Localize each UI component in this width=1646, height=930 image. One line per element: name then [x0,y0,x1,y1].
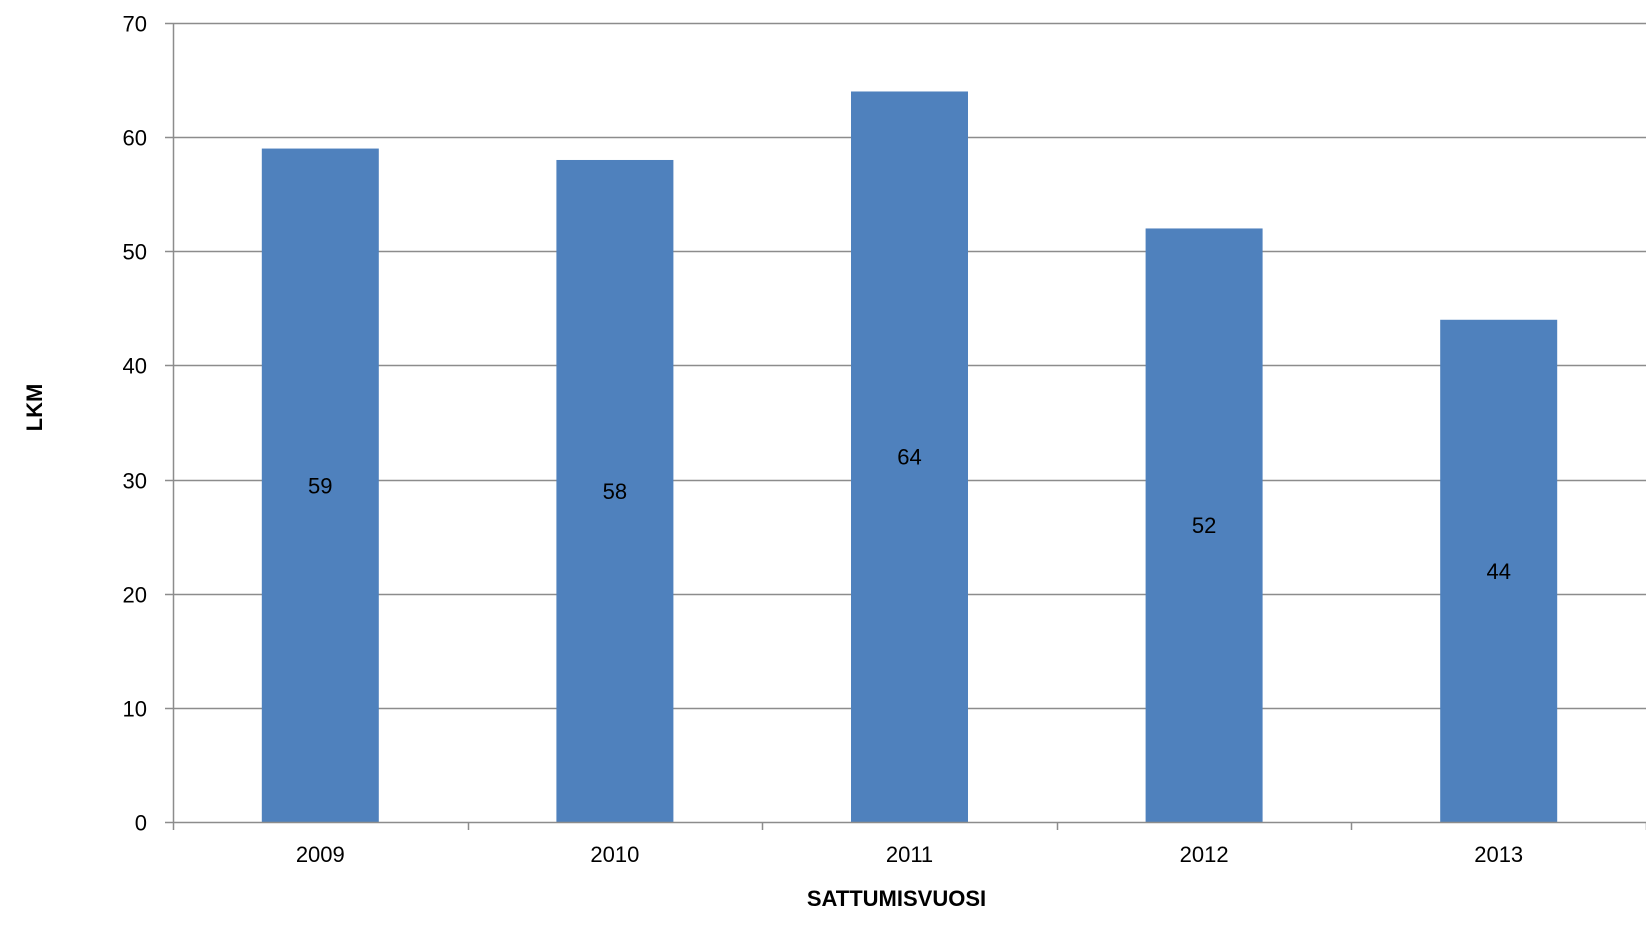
bar-2012 [1145,228,1263,822]
data-label-2013: 44 [1486,559,1510,584]
data-label-2012: 52 [1192,513,1216,538]
y-tick-label: 20 [123,583,147,608]
y-tick-label: 10 [123,697,147,722]
bars [261,91,1558,823]
y-tick-label: 60 [123,126,147,151]
y-tick-label: 70 [123,12,147,37]
y-tick-label: 30 [123,469,147,494]
y-tick-label: 0 [135,811,147,836]
x-tick-label: 2012 [1180,842,1229,867]
x-axis-title: SATTUMISVUOSI [807,886,986,911]
data-label-2011: 64 [897,445,921,470]
y-tick-label: 50 [123,240,147,265]
bar-2009 [261,148,379,823]
labels: 0 10 20 30 40 50 60 70 59 2009 58 2010 64 2011 52 2012 4… [123,12,1524,868]
axes [165,22,1646,830]
x-tick-label: 2010 [590,842,639,867]
data-label-2010: 58 [603,479,627,504]
y-axis-title: LKM [22,384,47,432]
x-tick-label: 2011 [886,842,933,867]
bar-2013 [1440,319,1558,822]
x-tick-label: 2013 [1474,842,1523,867]
bar-2010 [556,159,674,822]
data-label-2009: 59 [308,473,332,498]
y-tick-label: 40 [123,354,147,379]
bar-2011 [851,91,968,822]
x-tick-label: 2009 [296,842,345,867]
